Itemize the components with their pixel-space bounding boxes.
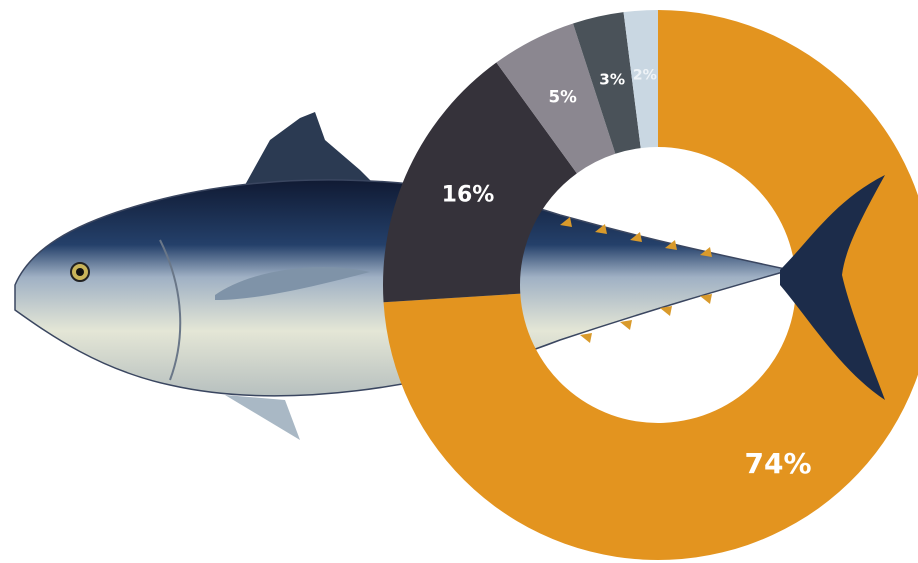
- tail-fin: [780, 175, 885, 400]
- donut-slice: [383, 62, 577, 303]
- data-label: 16%: [442, 183, 495, 208]
- pelvic-fin: [225, 395, 300, 440]
- data-label: 74%: [744, 447, 811, 480]
- donut-slice: [623, 10, 658, 149]
- finlet: [560, 217, 712, 343]
- finlets: [560, 217, 712, 343]
- donut-slice: [573, 12, 641, 154]
- labels: 74% 16% 5% 3% 2%: [442, 67, 812, 480]
- donut-slice: [383, 10, 918, 560]
- data-label: 5%: [548, 86, 577, 106]
- pectoral-fin: [215, 266, 370, 300]
- donut-slice: [496, 23, 616, 174]
- dorsal-fin: [245, 112, 380, 190]
- data-label: 3%: [599, 71, 625, 89]
- fish-pupil: [76, 268, 84, 276]
- gill-line: [159, 239, 182, 381]
- data-label: 2%: [633, 67, 657, 83]
- donut: [383, 10, 918, 560]
